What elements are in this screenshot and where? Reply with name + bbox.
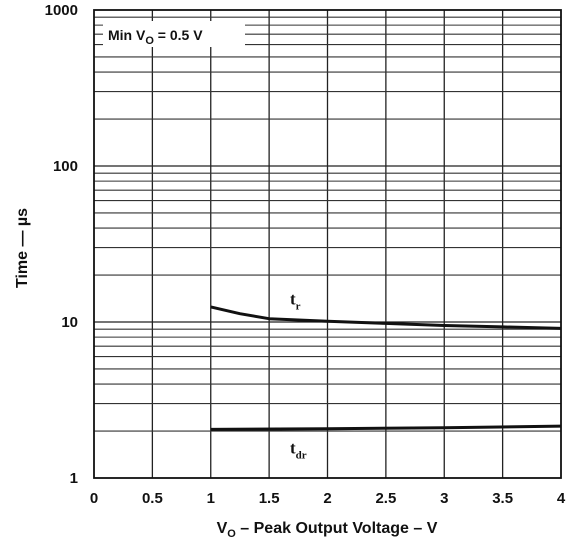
series-label-tr: tr [290, 290, 301, 313]
annotation-box [103, 21, 245, 47]
x-tick-label: 2 [323, 490, 331, 507]
x-tick-label: 3 [440, 490, 448, 507]
x-tick-label: 2.5 [375, 490, 396, 507]
y-tick-label: 100 [53, 158, 78, 175]
x-tick-label: 4 [557, 490, 566, 507]
y-axis-title: Time — µs [14, 208, 31, 288]
x-tick-label: 1.5 [259, 490, 280, 507]
plot-frame [93, 9, 562, 479]
y-tick-label: 1 [70, 470, 78, 487]
y-tick-label: 1000 [45, 2, 78, 19]
x-tick-label: 1 [207, 490, 215, 507]
series-line-tdr [210, 424, 562, 431]
x-tick-label: 0 [90, 490, 98, 507]
y-tick-labels: 1 10 100 1000 [45, 2, 78, 487]
series-line-tr [210, 305, 562, 330]
annotation-text: Min VO = 0.5 V [108, 27, 203, 47]
x-tick-labels: 0 0.5 1 1.5 2 2.5 3 3.5 4 [90, 490, 566, 507]
x-tick-label: 3.5 [492, 490, 513, 507]
series-label-tdr: tdr [290, 439, 307, 462]
x-axis-title: VO – Peak Output Voltage – V [217, 520, 438, 540]
y-tick-label: 10 [61, 314, 78, 331]
curves: tr tdr [210, 290, 562, 462]
grid [94, 10, 561, 478]
x-tick-label: 0.5 [142, 490, 163, 507]
